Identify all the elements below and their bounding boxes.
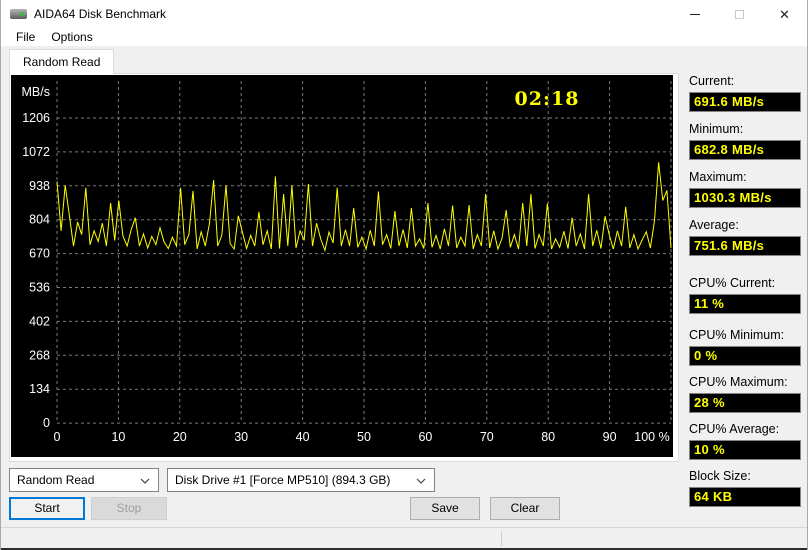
- transfer-rate-line: [56, 162, 672, 253]
- y-tick-label: 536: [29, 281, 50, 295]
- menu-options[interactable]: Options: [51, 30, 93, 44]
- tab-random-read[interactable]: Random Read: [9, 49, 115, 74]
- y-tick-label: 938: [29, 179, 50, 193]
- stat-value: 1030.3 MB/s: [689, 188, 801, 208]
- stat-value: 28 %: [689, 393, 801, 413]
- stat-group: CPU% Minimum: 0 %: [689, 328, 801, 366]
- stat-group: Minimum: 682.8 MB/s: [689, 122, 801, 160]
- maximize-icon: [735, 9, 744, 19]
- drive-select[interactable]: Disk Drive #1 [Force MP510] (894.3 GB): [167, 468, 435, 492]
- stat-value: 682.8 MB/s: [689, 140, 801, 160]
- stat-label: CPU% Minimum:: [689, 328, 785, 342]
- stat-label: Block Size:: [689, 469, 751, 483]
- x-tick-label: 10: [111, 430, 125, 444]
- stat-label: Current:: [689, 74, 735, 88]
- stat-label: CPU% Average:: [689, 422, 780, 436]
- elapsed-time: 02:18: [515, 88, 580, 110]
- stat-group: CPU% Maximum: 28 %: [689, 375, 801, 413]
- chart-panel: MB/s 0 134 268 402 536 670 804 938 1072 1206 0 10 20 3…: [9, 73, 679, 462]
- y-tick-label: 804: [29, 213, 50, 227]
- stat-label: Minimum:: [689, 122, 744, 136]
- chevron-down-icon: [416, 478, 426, 484]
- stat-value: 751.6 MB/s: [689, 236, 801, 256]
- stat-group: Average: 751.6 MB/s: [689, 218, 801, 256]
- drive-select-value: Disk Drive #1 [Force MP510] (894.3 GB): [175, 473, 391, 487]
- stat-group: Maximum: 1030.3 MB/s: [689, 170, 801, 208]
- close-button[interactable]: ✕: [762, 0, 807, 28]
- stat-label: Maximum:: [689, 170, 747, 184]
- x-tick-label: 60: [418, 430, 432, 444]
- x-tick-label: 100 %: [634, 430, 669, 444]
- maximize-button: [717, 0, 762, 28]
- stat-group: Current: 691.6 MB/s: [689, 74, 801, 112]
- stat-group: Block Size: 64 KB: [689, 469, 801, 507]
- benchmark-type-select[interactable]: Random Read: [9, 468, 159, 492]
- x-tick-label: 50: [357, 430, 371, 444]
- y-axis-unit: MB/s: [22, 85, 50, 99]
- title-bar: AIDA64 Disk Benchmark ✕: [1, 0, 807, 28]
- stat-group: CPU% Current: 11 %: [689, 276, 801, 314]
- minimize-icon: [689, 13, 700, 15]
- x-tick-label: 40: [296, 430, 310, 444]
- minimize-button[interactable]: [672, 0, 717, 28]
- status-bar-divider: [501, 531, 502, 546]
- save-button[interactable]: Save: [410, 497, 480, 520]
- chevron-down-icon: [140, 478, 150, 484]
- stat-value: 11 %: [689, 294, 801, 314]
- y-tick-label: 1206: [22, 111, 50, 125]
- x-tick-label: 70: [480, 430, 494, 444]
- benchmark-chart: MB/s 0 134 268 402 536 670 804 938 1072 1206 0 10 20 3…: [11, 75, 673, 457]
- status-bar: [1, 527, 807, 548]
- stat-label: Average:: [689, 218, 739, 232]
- y-tick-label: 0: [43, 416, 50, 430]
- stat-label: CPU% Maximum:: [689, 375, 788, 389]
- y-tick-label: 1072: [22, 145, 50, 159]
- menu-bar: File Options: [1, 28, 807, 46]
- y-tick-label: 402: [29, 314, 50, 328]
- stat-value: 0 %: [689, 346, 801, 366]
- benchmark-type-value: Random Read: [17, 473, 95, 487]
- disk-drive-icon: [10, 9, 27, 19]
- close-icon: ✕: [779, 6, 790, 22]
- stat-value: 64 KB: [689, 487, 801, 507]
- menu-file[interactable]: File: [16, 30, 36, 44]
- stop-button: Stop: [91, 497, 167, 520]
- window-title: AIDA64 Disk Benchmark: [34, 7, 167, 21]
- x-tick-label: 90: [603, 430, 617, 444]
- stat-label: CPU% Current:: [689, 276, 776, 290]
- window-bottom-edge: [1, 548, 807, 550]
- x-tick-label: 20: [173, 430, 187, 444]
- x-tick-label: 30: [234, 430, 248, 444]
- start-button[interactable]: Start: [9, 497, 85, 520]
- x-tick-label: 80: [541, 430, 555, 444]
- stat-value: 10 %: [689, 440, 801, 460]
- stat-group: CPU% Average: 10 %: [689, 422, 801, 460]
- x-tick-label: 0: [54, 430, 61, 444]
- stat-value: 691.6 MB/s: [689, 92, 801, 112]
- y-tick-label: 134: [29, 382, 50, 396]
- y-tick-label: 670: [29, 247, 50, 261]
- clear-button[interactable]: Clear: [490, 497, 560, 520]
- y-tick-label: 268: [29, 348, 50, 362]
